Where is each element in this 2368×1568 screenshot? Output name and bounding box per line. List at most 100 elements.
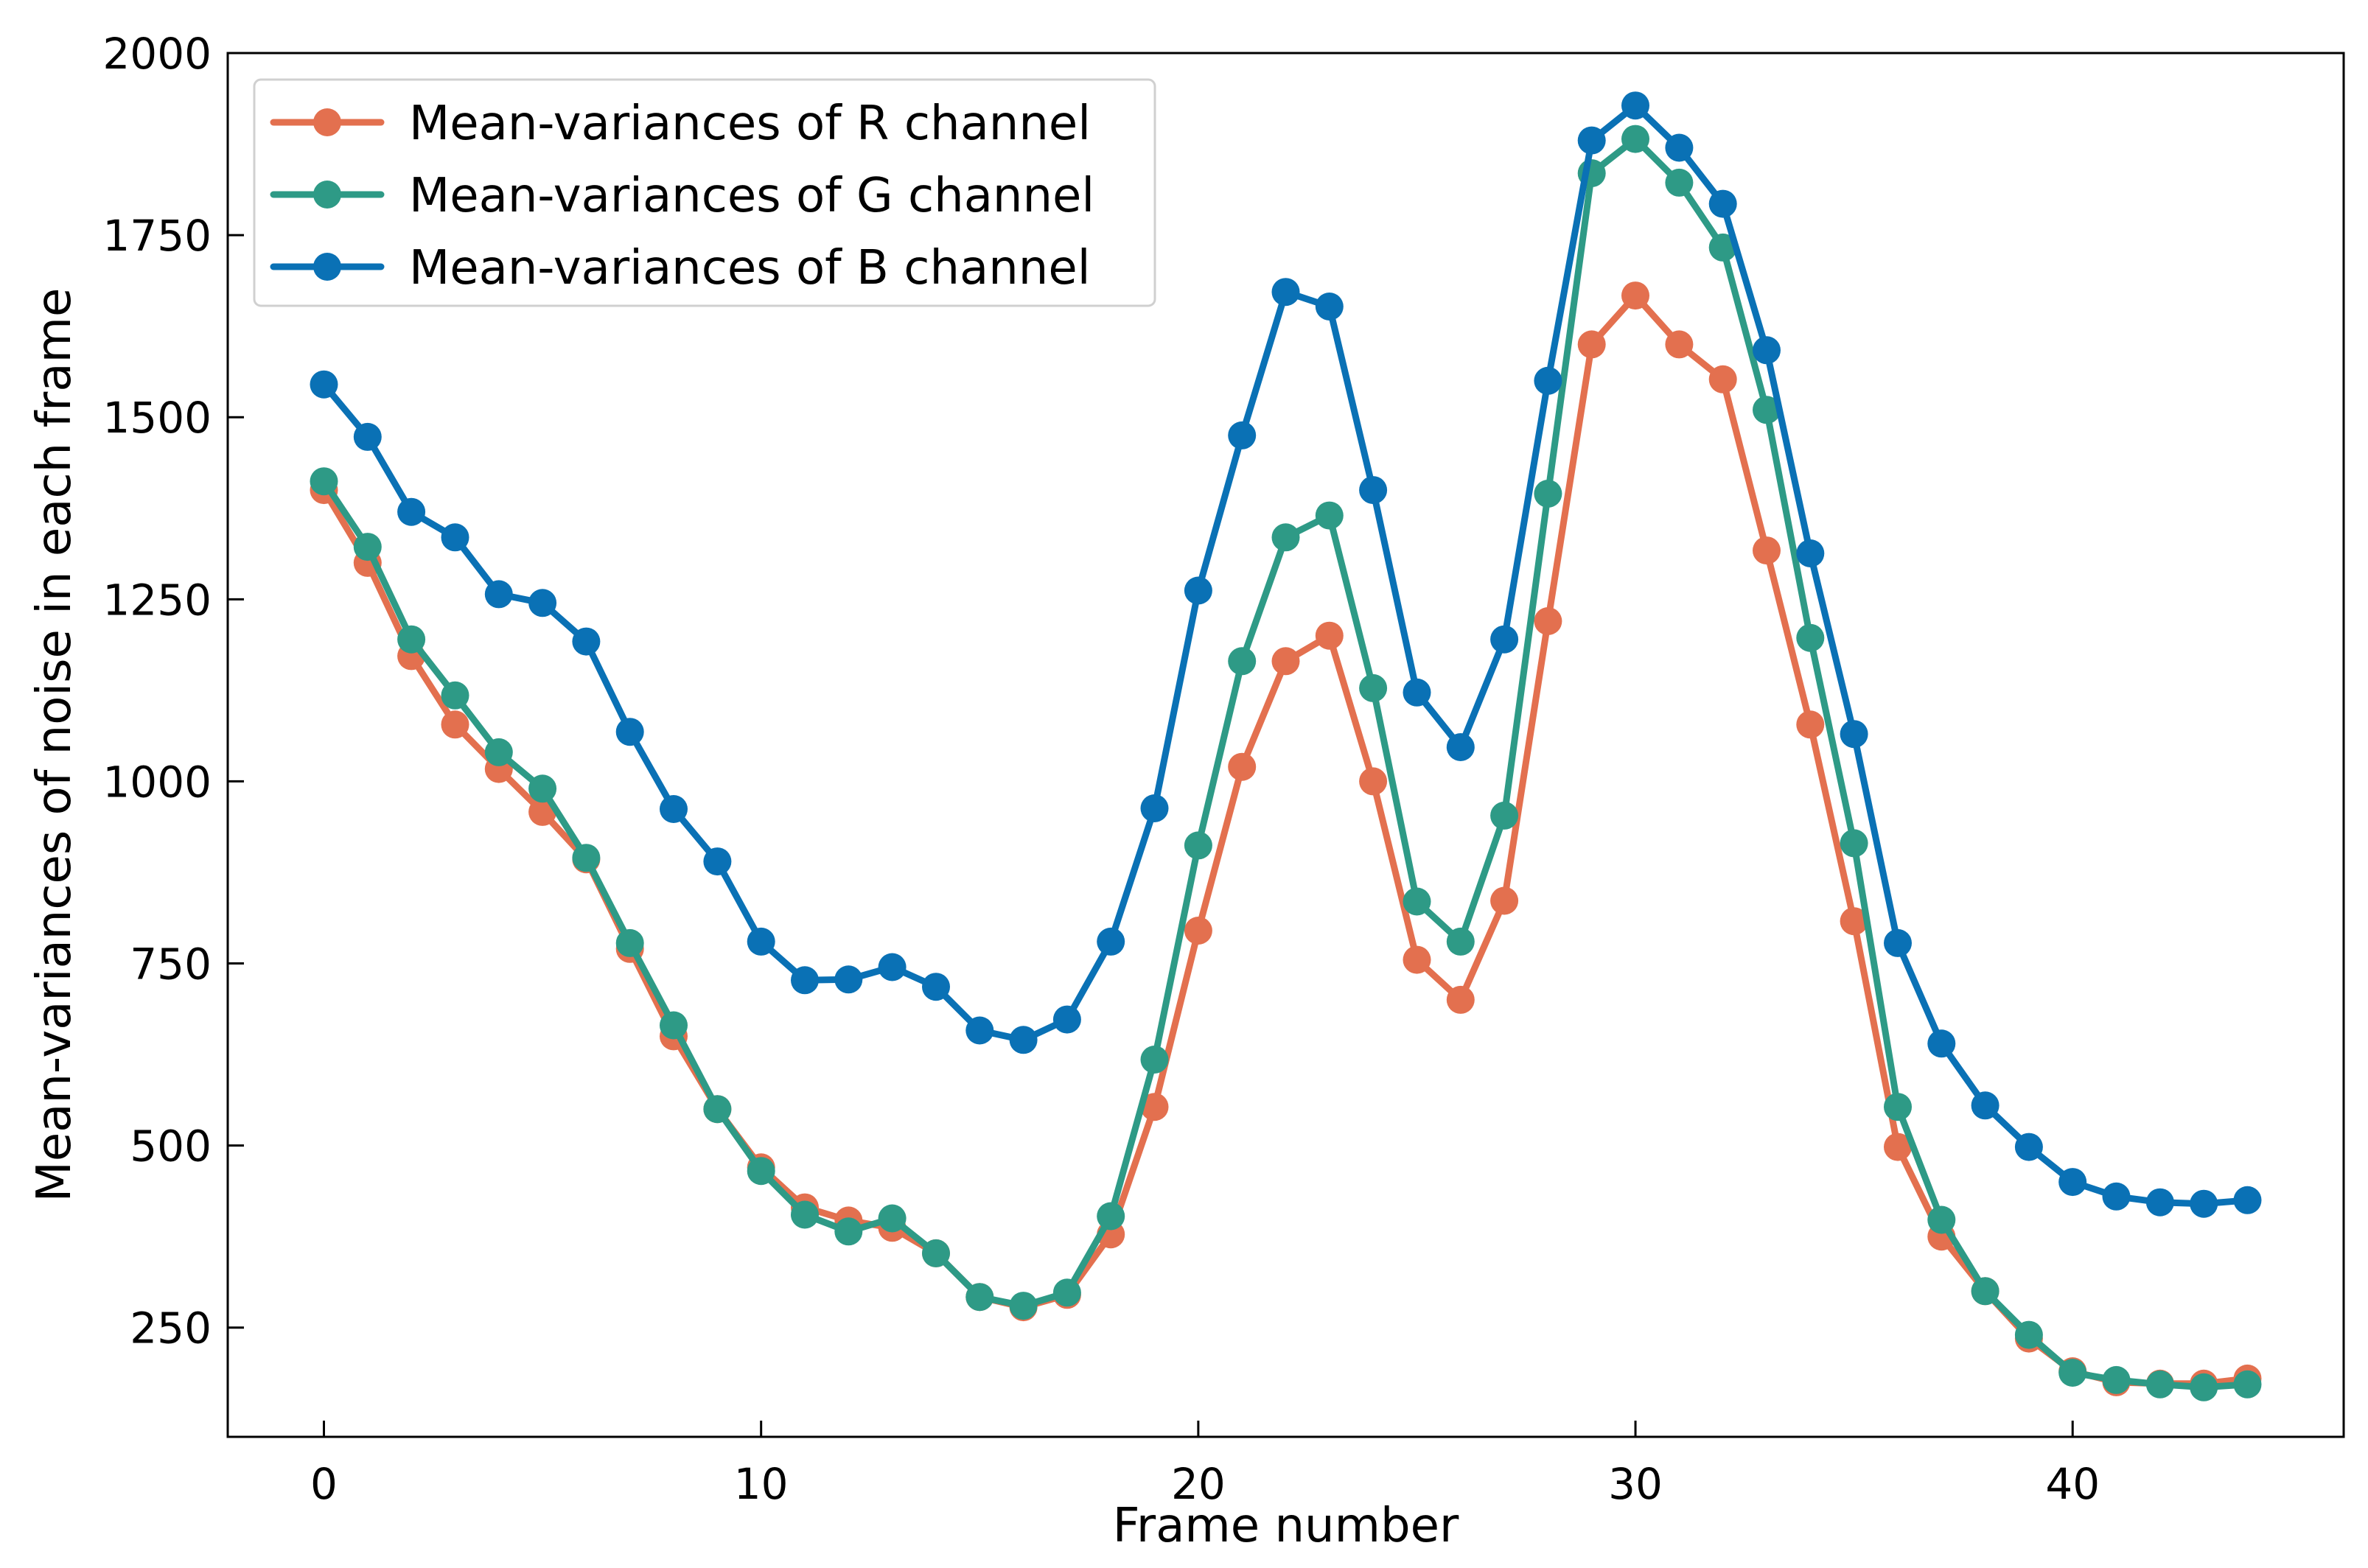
data-point-mean-variances-of-b-channel-4 xyxy=(484,580,513,609)
data-point-mean-variances-of-b-channel-25 xyxy=(1403,678,1431,707)
legend-marker-mean-variances-of-b-channel xyxy=(313,253,341,281)
data-point-mean-variances-of-g-channel-39 xyxy=(2014,1320,2043,1349)
data-point-mean-variances-of-r-channel-28 xyxy=(1534,607,1562,635)
data-point-mean-variances-of-r-channel-27 xyxy=(1490,886,1519,915)
data-point-mean-variances-of-g-channel-32 xyxy=(1708,233,1737,262)
data-point-mean-variances-of-b-channel-12 xyxy=(834,965,863,994)
data-point-mean-variances-of-g-channel-16 xyxy=(1009,1292,1038,1320)
y-tick-label: 250 xyxy=(130,1303,212,1354)
data-point-mean-variances-of-g-channel-42 xyxy=(2145,1370,2174,1399)
data-point-mean-variances-of-g-channel-41 xyxy=(2102,1365,2131,1394)
data-point-mean-variances-of-r-channel-30 xyxy=(1621,281,1649,310)
data-point-mean-variances-of-b-channel-8 xyxy=(660,795,688,823)
data-point-mean-variances-of-b-channel-5 xyxy=(528,589,557,617)
data-point-mean-variances-of-g-channel-26 xyxy=(1446,927,1475,956)
data-point-mean-variances-of-b-channel-11 xyxy=(791,966,819,995)
data-point-mean-variances-of-g-channel-5 xyxy=(528,774,557,803)
data-point-mean-variances-of-b-channel-43 xyxy=(2190,1189,2218,1218)
data-point-mean-variances-of-r-channel-19 xyxy=(1140,1093,1169,1121)
data-point-mean-variances-of-b-channel-27 xyxy=(1490,625,1519,654)
data-point-mean-variances-of-g-channel-2 xyxy=(397,625,426,654)
data-point-mean-variances-of-b-channel-36 xyxy=(1884,928,1912,957)
data-point-mean-variances-of-g-channel-6 xyxy=(572,844,601,872)
x-tick-label: 10 xyxy=(734,1459,789,1509)
data-point-mean-variances-of-g-channel-14 xyxy=(922,1239,950,1267)
y-tick-label: 2000 xyxy=(102,29,212,79)
data-point-mean-variances-of-g-channel-44 xyxy=(2233,1370,2262,1399)
legend-label-mean-variances-of-g-channel: Mean-variances of G channel xyxy=(409,169,1094,223)
data-point-mean-variances-of-g-channel-15 xyxy=(965,1283,994,1312)
data-point-mean-variances-of-b-channel-22 xyxy=(1271,278,1300,307)
data-point-mean-variances-of-g-channel-17 xyxy=(1052,1278,1081,1307)
y-tick-label: 750 xyxy=(130,939,212,990)
data-point-mean-variances-of-b-channel-41 xyxy=(2102,1182,2131,1211)
data-point-mean-variances-of-r-channel-26 xyxy=(1446,985,1475,1014)
legend-marker-mean-variances-of-r-channel xyxy=(313,108,341,136)
data-point-mean-variances-of-b-channel-34 xyxy=(1796,539,1825,567)
y-tick-label: 1000 xyxy=(102,757,212,807)
data-point-mean-variances-of-g-channel-37 xyxy=(1927,1205,1956,1234)
data-point-mean-variances-of-g-channel-28 xyxy=(1534,480,1562,508)
plot-area xyxy=(310,91,2262,1401)
x-axis-title: Frame number xyxy=(1113,1499,1459,1553)
data-point-mean-variances-of-r-channel-36 xyxy=(1884,1133,1912,1161)
data-point-mean-variances-of-g-channel-31 xyxy=(1665,168,1694,197)
data-point-mean-variances-of-r-channel-3 xyxy=(441,710,469,739)
data-point-mean-variances-of-r-channel-29 xyxy=(1577,330,1606,359)
data-point-mean-variances-of-b-channel-15 xyxy=(965,1016,994,1045)
data-point-mean-variances-of-g-channel-40 xyxy=(2058,1359,2087,1387)
data-point-mean-variances-of-b-channel-35 xyxy=(1840,720,1868,749)
legend-marker-mean-variances-of-g-channel xyxy=(313,181,341,209)
y-axis-title: Mean-variances of noise in each frame xyxy=(27,288,82,1203)
data-point-mean-variances-of-b-channel-26 xyxy=(1446,733,1475,761)
data-point-mean-variances-of-g-channel-38 xyxy=(1971,1277,1999,1306)
data-point-mean-variances-of-r-channel-34 xyxy=(1796,710,1825,739)
data-point-mean-variances-of-g-channel-25 xyxy=(1403,887,1431,916)
data-point-mean-variances-of-b-channel-39 xyxy=(2014,1133,2043,1161)
data-point-mean-variances-of-b-channel-44 xyxy=(2233,1186,2262,1214)
data-point-mean-variances-of-b-channel-31 xyxy=(1665,133,1694,162)
data-point-mean-variances-of-g-channel-36 xyxy=(1884,1093,1912,1121)
data-point-mean-variances-of-b-channel-28 xyxy=(1534,366,1562,395)
data-point-mean-variances-of-b-channel-0 xyxy=(310,370,338,399)
data-point-mean-variances-of-g-channel-1 xyxy=(353,533,382,561)
data-point-mean-variances-of-r-channel-20 xyxy=(1184,917,1212,945)
data-point-mean-variances-of-g-channel-30 xyxy=(1621,125,1649,153)
data-point-mean-variances-of-b-channel-30 xyxy=(1621,91,1649,120)
data-point-mean-variances-of-g-channel-0 xyxy=(310,467,338,496)
x-tick-label: 0 xyxy=(310,1459,338,1509)
data-point-mean-variances-of-g-channel-19 xyxy=(1140,1046,1169,1074)
y-tick-label: 500 xyxy=(130,1121,212,1172)
data-point-mean-variances-of-b-channel-10 xyxy=(747,927,775,956)
axes-frame xyxy=(226,52,2345,1438)
data-point-mean-variances-of-r-channel-35 xyxy=(1840,907,1868,936)
data-point-mean-variances-of-r-channel-25 xyxy=(1403,945,1431,974)
data-point-mean-variances-of-g-channel-34 xyxy=(1796,623,1825,652)
x-tick-label: 20 xyxy=(1171,1459,1226,1509)
data-point-mean-variances-of-b-channel-32 xyxy=(1708,189,1737,218)
data-point-mean-variances-of-r-channel-23 xyxy=(1315,621,1344,650)
data-point-mean-variances-of-g-channel-35 xyxy=(1840,829,1868,858)
data-point-mean-variances-of-r-channel-24 xyxy=(1359,767,1388,796)
data-point-mean-variances-of-g-channel-23 xyxy=(1315,501,1344,530)
data-point-mean-variances-of-b-channel-6 xyxy=(572,627,601,656)
data-point-mean-variances-of-r-channel-21 xyxy=(1228,752,1257,781)
data-point-mean-variances-of-g-channel-43 xyxy=(2190,1373,2218,1401)
legend-label-mean-variances-of-b-channel: Mean-variances of B channel xyxy=(409,241,1091,295)
series-line-mean-variances-of-g-channel xyxy=(321,136,2251,1391)
data-point-mean-variances-of-g-channel-4 xyxy=(484,738,513,766)
data-point-mean-variances-of-g-channel-3 xyxy=(441,681,469,710)
data-point-mean-variances-of-g-channel-7 xyxy=(615,928,644,957)
data-point-mean-variances-of-g-channel-12 xyxy=(834,1217,863,1246)
data-point-mean-variances-of-b-channel-21 xyxy=(1228,421,1257,449)
y-tick-label: 1250 xyxy=(102,575,212,625)
data-point-mean-variances-of-g-channel-10 xyxy=(747,1157,775,1186)
data-point-mean-variances-of-g-channel-22 xyxy=(1271,523,1300,552)
data-point-mean-variances-of-g-channel-24 xyxy=(1359,673,1388,702)
data-point-mean-variances-of-b-channel-29 xyxy=(1577,126,1606,155)
y-tick-label: 1750 xyxy=(102,211,212,261)
data-point-mean-variances-of-g-channel-9 xyxy=(703,1095,732,1124)
data-point-mean-variances-of-b-channel-16 xyxy=(1009,1026,1038,1054)
x-tick-label: 30 xyxy=(1608,1459,1663,1509)
axes: 0 10 20 30 40 250 500 750 1000 1250 1500 1750 2000 Fr… xyxy=(27,29,2345,1553)
